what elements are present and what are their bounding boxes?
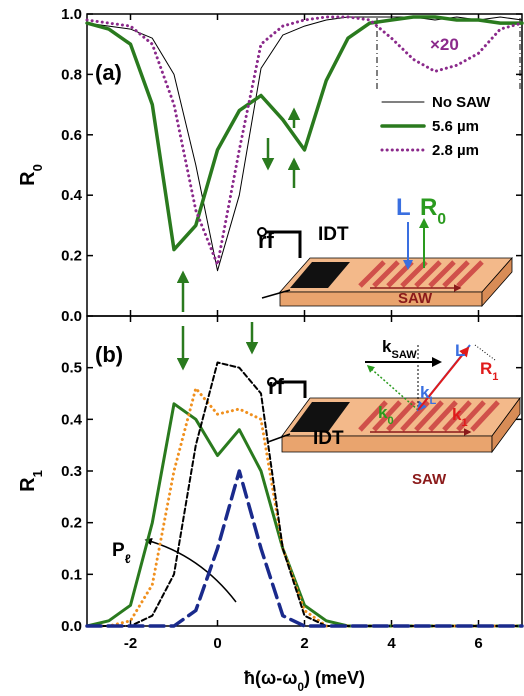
y-axis-label-main: R <box>17 171 39 186</box>
annotation: Pℓ <box>112 540 131 566</box>
y-axis-label: R1 <box>17 470 45 492</box>
arrows <box>183 110 294 368</box>
annotation-main: ×20 <box>430 35 459 54</box>
y-tick-label: 0.6 <box>61 127 82 144</box>
annotation-main: SAW <box>398 290 433 307</box>
x-tick-label: 0 <box>213 635 221 652</box>
y-tick-label: 1.0 <box>61 6 82 23</box>
legend-label: 5.6 µm <box>432 118 479 135</box>
annotation-main: IDT <box>313 428 344 449</box>
annotation-main: rf <box>258 228 275 253</box>
x-tick-label: 4 <box>387 635 396 652</box>
y-tick-label: 0.1 <box>61 566 82 583</box>
x-tick-label: 6 <box>474 635 482 652</box>
annotation: L <box>396 194 411 221</box>
legend-label: 2.8 µm <box>432 142 479 159</box>
figure: 0.00.20.40.60.81.0R0No SAW5.6 µm2.8 µm(a… <box>0 0 524 696</box>
annotation-sub: 0 <box>437 211 446 228</box>
annotation: ×20 <box>430 35 459 54</box>
x-axis-label: ħ(ω-ω0) (meV) <box>244 668 365 694</box>
annotation: (a) <box>95 60 122 85</box>
annotation-main: R <box>480 359 492 378</box>
y-tick-label: 0.0 <box>61 618 82 635</box>
zoom-region <box>377 18 520 90</box>
legend-label: No SAW <box>432 94 491 111</box>
y-tick-label: 0.2 <box>61 248 82 265</box>
annotation-main: IDT <box>318 224 349 245</box>
x-axis-label-tail: ) (meV) <box>304 668 365 688</box>
annotation-main: L <box>396 194 411 221</box>
annotation-main: R <box>420 194 437 221</box>
data-line <box>87 17 522 265</box>
y-tick-label: 0.4 <box>61 411 83 428</box>
annotation-sub: ℓ <box>125 552 131 566</box>
annotation: IDT <box>313 428 344 449</box>
annotation: SAW <box>412 471 447 488</box>
device-inset-a <box>258 220 512 306</box>
annotation: kSAW <box>382 337 417 361</box>
y-tick-label: 0.5 <box>61 360 82 377</box>
annotation-main: rf <box>268 374 285 399</box>
annotation: IDT <box>318 224 349 245</box>
annotation-main: (a) <box>95 60 122 85</box>
y-axis-label: R0 <box>17 164 45 186</box>
y-axis-label-sub: 0 <box>30 164 45 171</box>
annotation-main: SAW <box>412 471 447 488</box>
annotation: L <box>455 341 465 360</box>
annotation: SAW <box>398 290 433 307</box>
y-tick-label: 0.3 <box>61 463 82 480</box>
x-axis-label-main: ħ(ω-ω <box>244 668 297 688</box>
annotation-sub: 1 <box>492 371 498 383</box>
y-tick-label: 0.4 <box>61 187 83 204</box>
y-tick-label: 0.2 <box>61 515 82 532</box>
annotation-main: P <box>112 540 125 561</box>
annotation-sub: 1 <box>461 417 467 429</box>
x-tick-label: -2 <box>124 635 137 652</box>
annotation: rf <box>258 228 275 253</box>
annotation-main: L <box>455 341 465 360</box>
annotation-main: (b) <box>95 342 123 367</box>
y-tick-label: 0.0 <box>61 308 82 325</box>
y-axis-label-sub: 1 <box>30 470 45 477</box>
x-tick-label: 2 <box>300 635 308 652</box>
annotation: (b) <box>95 342 123 367</box>
annotation-sub: L <box>429 395 436 407</box>
annotation: rf <box>268 374 285 399</box>
y-axis-label-main: R <box>17 477 39 492</box>
page: {"chart_data": [ {"type": "line", "panel… <box>0 0 524 696</box>
y-tick-label: 0.8 <box>61 66 82 83</box>
annotation: R1 <box>480 359 498 383</box>
annotation-sub: SAW <box>391 349 417 361</box>
annotation-sub: 0 <box>387 415 393 427</box>
